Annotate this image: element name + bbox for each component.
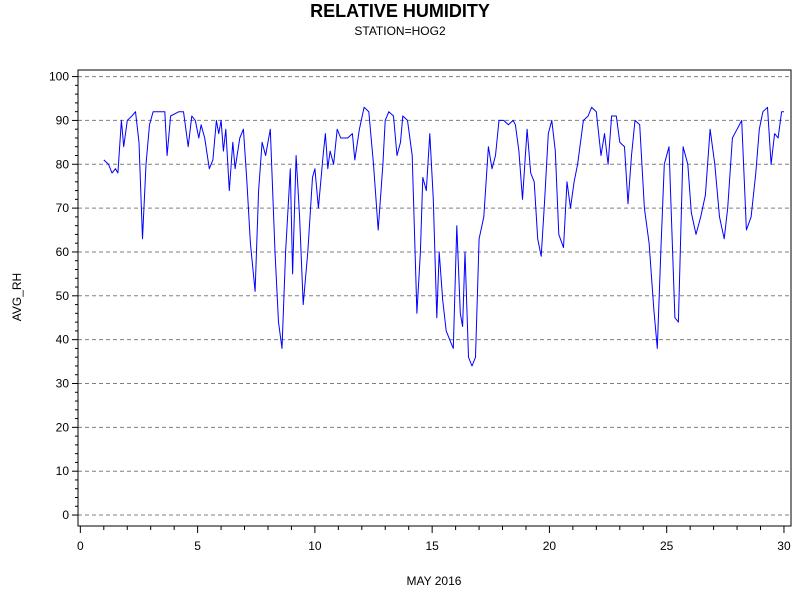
y-tick-label: 40 [56, 333, 70, 347]
y-tick-label: 10 [56, 464, 70, 478]
chart-title: RELATIVE HUMIDITY [310, 1, 490, 21]
y-tick-label: 0 [62, 508, 69, 522]
axis-ticks [72, 76, 785, 533]
y-tick-label: 70 [56, 201, 70, 215]
y-tick-label: 80 [56, 157, 70, 171]
plot-frame [77, 69, 792, 527]
x-tick-label: 0 [77, 539, 84, 553]
y-tick-label: 100 [49, 70, 69, 84]
y-tick-label: 50 [56, 289, 70, 303]
y-tick-label: 90 [56, 113, 70, 127]
series-layer [103, 106, 784, 367]
x-tick-label: 10 [308, 539, 322, 553]
y-tick-label: 20 [56, 420, 70, 434]
x-tick-label: 15 [425, 539, 439, 553]
x-tick-label: 25 [660, 539, 674, 553]
series-line-avg-rh [103, 106, 784, 367]
x-tick-label: 30 [777, 539, 791, 553]
y-axis-label: AVG_RH [10, 273, 24, 321]
chart-subtitle: STATION=HOG2 [354, 24, 446, 38]
y-tick-label: 60 [56, 245, 70, 259]
grid-lines [78, 76, 791, 516]
tick-labels: 0 10 20 30 40 50 60 70 80 90 100 0 5 10 15 20 25 30 [49, 70, 791, 553]
y-tick-label: 30 [56, 377, 70, 391]
x-tick-label: 5 [194, 539, 201, 553]
x-axis-label: MAY 2016 [407, 574, 462, 588]
x-tick-label: 20 [543, 539, 557, 553]
